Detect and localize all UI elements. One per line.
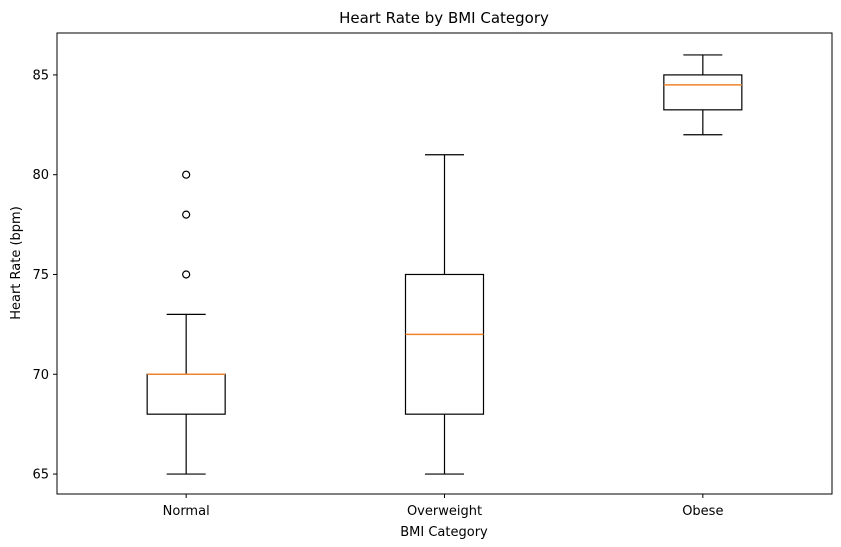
y-tick-label: 85: [32, 68, 49, 83]
x-tick-label: Overweight: [407, 504, 482, 519]
iqr-box: [663, 74, 743, 111]
y-tick-label: 65: [32, 468, 49, 483]
outlier-point: [182, 210, 191, 219]
box-overweight: [404, 154, 485, 475]
box-series: [146, 54, 743, 475]
x-axis-label: BMI Category: [400, 525, 488, 540]
outlier-point: [182, 170, 191, 179]
iqr-box: [146, 373, 226, 415]
iqr-box: [404, 273, 485, 415]
chart-title: Heart Rate by BMI Category: [339, 9, 549, 27]
x-tick-label: Normal: [163, 504, 210, 519]
box-normal: [146, 170, 226, 475]
y-axis-label: Heart Rate (bpm): [9, 206, 24, 320]
y-tick-label: 70: [32, 368, 49, 383]
y-tick-label: 80: [32, 168, 49, 183]
box-obese: [663, 54, 743, 136]
x-axis: Normal Overweight Obese: [163, 494, 723, 519]
y-tick-label: 75: [32, 268, 49, 283]
x-tick-label: Obese: [682, 504, 723, 519]
y-axis: 65 70 75 80 85: [32, 68, 57, 483]
outlier-point: [182, 270, 191, 279]
